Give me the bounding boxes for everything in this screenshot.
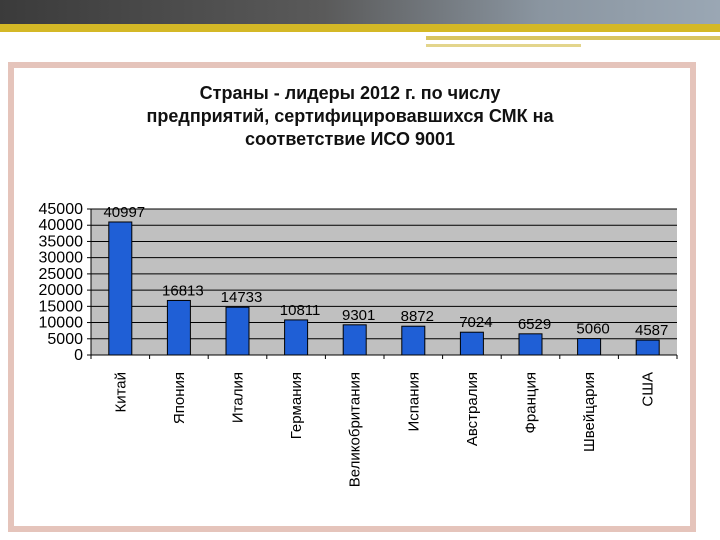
x-tick-label: Австралия [464,372,481,446]
bar [635,339,660,356]
x-tick-label: Великобритания [347,372,364,487]
bar [342,324,367,356]
data-label: 40997 [103,204,145,221]
slide-accent-band [0,24,720,32]
x-tick-label: Франция [523,372,540,433]
y-tick-label: 0 [74,347,83,364]
bar [225,306,250,356]
x-tick-label: Италия [230,372,247,423]
data-label: 7024 [459,314,492,331]
x-tick-label: Япония [171,372,188,424]
y-tick-label: 10000 [39,315,84,332]
chart-title-line: соответствие ИСО 9001 [244,129,456,149]
data-label: 8872 [401,308,434,325]
bar [108,221,133,356]
data-label: 9301 [342,307,375,324]
x-tick-label: Китай [112,372,129,413]
bar [166,299,191,356]
bar [284,319,309,356]
bar [401,325,426,356]
y-tick-label: 35000 [39,233,84,250]
decorative-line [426,44,581,47]
data-label: 16813 [162,282,204,299]
x-tick-label: Швейцария [581,372,598,452]
chart-title-line: Страны - лидеры 2012 г. по числу [199,83,501,103]
bar [518,333,543,356]
y-tick-label: 45000 [39,201,84,218]
data-label: 14733 [221,289,263,306]
y-tick-label: 5000 [47,331,83,348]
y-tick-label: 15000 [39,298,84,315]
y-tick-label: 25000 [39,266,84,283]
bar [459,331,484,356]
x-tick-label: США [640,372,657,407]
chart-title-line: предприятий, сертифицировавшихся СМК на [146,106,554,126]
bar [577,338,602,356]
x-tick-label: Германия [288,372,305,439]
y-tick-label: 20000 [39,282,84,299]
chart-title: Страны - лидеры 2012 г. по числу предпри… [90,82,610,151]
y-tick-label: 40000 [39,217,84,234]
data-label: 10811 [280,302,321,319]
data-label: 5060 [576,321,609,338]
x-tick-label: Испания [405,372,422,432]
data-label: 6529 [518,316,551,333]
y-tick-label: 30000 [39,250,84,267]
slide-header-band [0,0,720,24]
decorative-line [426,36,720,40]
data-label: 4587 [635,322,668,339]
